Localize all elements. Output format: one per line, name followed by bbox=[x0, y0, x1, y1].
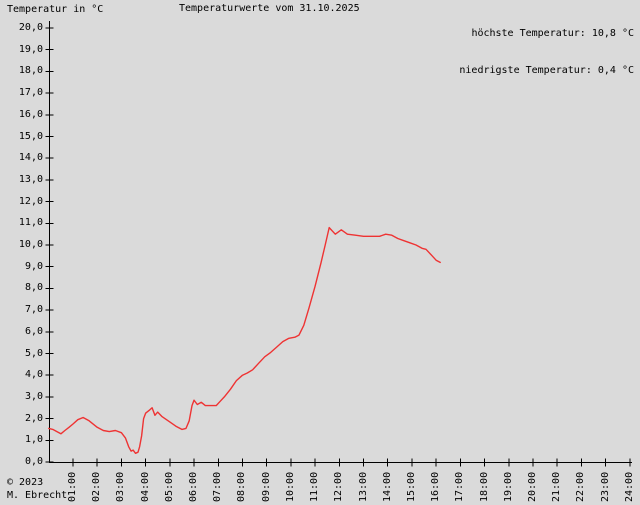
x-tick-label: 24:00 bbox=[623, 471, 635, 502]
min-temperature-label: niedrigste Temperatur: 0,4 °C bbox=[459, 65, 634, 76]
x-tick-label: 16:00 bbox=[430, 471, 442, 502]
chart-title: Temperaturwerte vom 31.10.2025 bbox=[179, 3, 360, 14]
temperature-stats: höchste Temperatur: 10,8 °C niedrigste T… bbox=[459, 3, 634, 101]
x-tick-label: 08:00 bbox=[236, 471, 248, 502]
x-tick-label: 07:00 bbox=[212, 471, 224, 502]
y-tick-label: 14,0 bbox=[18, 152, 43, 164]
y-tick-label: 5,0 bbox=[24, 347, 43, 359]
x-tick-label: 15:00 bbox=[405, 471, 417, 502]
x-tick-label: 20:00 bbox=[526, 471, 538, 502]
x-tick-label: 23:00 bbox=[599, 471, 611, 502]
y-axis-unit-label: Temperatur in °C bbox=[7, 4, 104, 15]
y-tick-label: 18,0 bbox=[18, 65, 43, 77]
x-tick-label: 09:00 bbox=[260, 471, 272, 502]
y-tick-label: 20,0 bbox=[18, 22, 43, 33]
y-tick-label: 11,0 bbox=[18, 217, 43, 229]
x-tick-label: 12:00 bbox=[333, 471, 345, 502]
axes bbox=[45, 21, 632, 467]
y-tick-label: 9,0 bbox=[24, 260, 43, 272]
x-tick-label: 03:00 bbox=[115, 471, 127, 502]
x-tick-label: 04:00 bbox=[139, 471, 151, 502]
y-tick-label: 0,0 bbox=[24, 456, 43, 467]
author-label: M. Ebrecht bbox=[7, 490, 68, 501]
x-tick-label: 18:00 bbox=[478, 471, 490, 502]
y-tick-label: 15,0 bbox=[18, 130, 43, 142]
y-tick-label: 12,0 bbox=[18, 195, 43, 207]
y-tick-label: 1,0 bbox=[24, 434, 43, 446]
y-tick-label: 6,0 bbox=[24, 325, 43, 337]
x-tick-label: 19:00 bbox=[502, 471, 514, 502]
x-tick-label: 02:00 bbox=[91, 471, 103, 502]
y-tick-label: 4,0 bbox=[24, 369, 43, 381]
x-tick-label: 14:00 bbox=[381, 471, 393, 502]
y-tick-label: 2,0 bbox=[24, 412, 43, 424]
x-tick-label: 11:00 bbox=[309, 471, 321, 502]
x-tick-label: 05:00 bbox=[163, 471, 175, 502]
y-tick-label: 7,0 bbox=[24, 304, 43, 316]
x-tick-label: 10:00 bbox=[284, 471, 296, 502]
y-axis-ticks bbox=[45, 27, 54, 463]
y-tick-label: 10,0 bbox=[18, 239, 43, 250]
y-tick-label: 19,0 bbox=[18, 43, 43, 55]
y-tick-label: 17,0 bbox=[18, 87, 43, 99]
x-tick-label: 01:00 bbox=[67, 471, 78, 502]
x-axis-ticks bbox=[72, 458, 631, 467]
x-tick-label: 21:00 bbox=[551, 471, 563, 502]
x-tick-label: 22:00 bbox=[575, 471, 587, 502]
y-tick-label: 8,0 bbox=[24, 282, 43, 294]
y-tick-label: 3,0 bbox=[24, 390, 43, 402]
x-tick-label: 17:00 bbox=[454, 471, 466, 502]
max-temperature-label: höchste Temperatur: 10,8 °C bbox=[471, 28, 634, 39]
x-tick-label: 06:00 bbox=[188, 471, 200, 502]
temperature-line bbox=[48, 226, 441, 454]
copyright-label: © 2023 bbox=[7, 477, 44, 488]
y-tick-label: 13,0 bbox=[18, 173, 43, 185]
y-tick-label: 16,0 bbox=[18, 108, 43, 120]
x-tick-label: 13:00 bbox=[357, 471, 369, 502]
